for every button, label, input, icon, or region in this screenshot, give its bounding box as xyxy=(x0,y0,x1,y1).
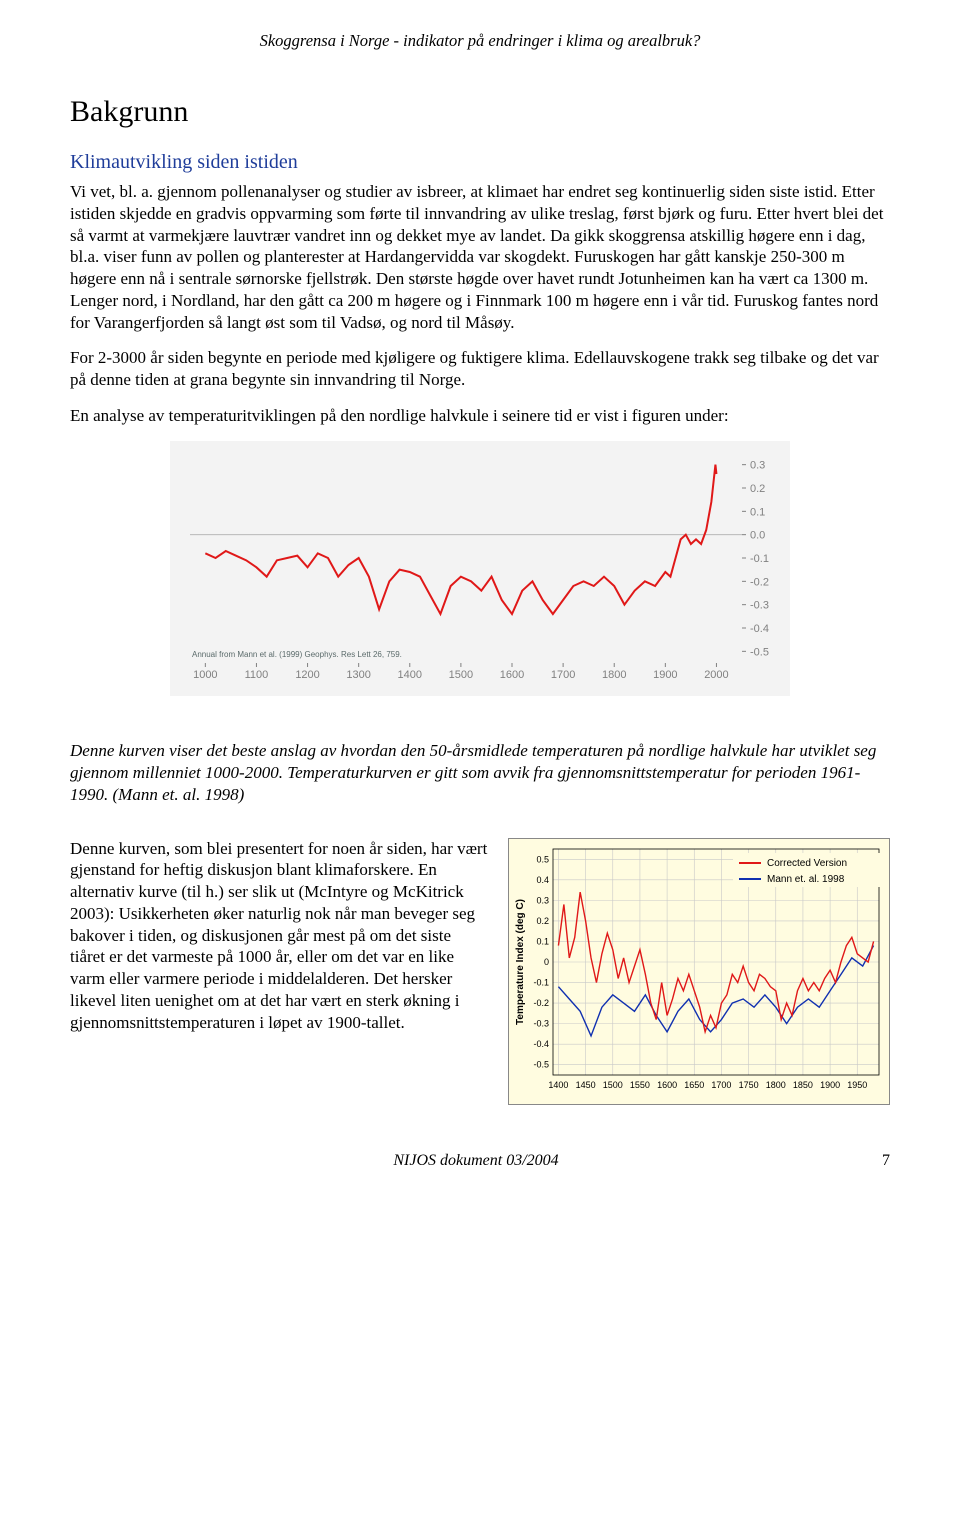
svg-text:1700: 1700 xyxy=(551,669,575,681)
page-footer: NIJOS dokument 03/2004 7 xyxy=(70,1151,890,1171)
footer-doc: NIJOS dokument 03/2004 xyxy=(393,1152,558,1169)
svg-text:1750: 1750 xyxy=(739,1080,759,1090)
svg-text:-0.4: -0.4 xyxy=(533,1039,549,1049)
svg-text:1000: 1000 xyxy=(193,669,217,681)
svg-text:0.2: 0.2 xyxy=(750,483,765,495)
paragraph-4: Denne kurven, som blei presentert for no… xyxy=(70,838,490,1034)
page-subtitle: Klimautvikling siden istiden xyxy=(70,150,890,176)
svg-text:1800: 1800 xyxy=(766,1080,786,1090)
svg-text:-0.1: -0.1 xyxy=(533,977,549,987)
svg-text:-0.2: -0.2 xyxy=(750,576,769,588)
svg-text:1700: 1700 xyxy=(711,1080,731,1090)
svg-text:1800: 1800 xyxy=(602,669,626,681)
svg-text:0.5: 0.5 xyxy=(536,854,549,864)
paragraph-2: For 2-3000 år siden begynte en periode m… xyxy=(70,347,890,391)
svg-text:-0.2: -0.2 xyxy=(533,998,549,1008)
svg-text:1500: 1500 xyxy=(603,1080,623,1090)
svg-text:0.3: 0.3 xyxy=(536,895,549,905)
svg-text:-0.3: -0.3 xyxy=(533,1018,549,1028)
svg-text:1950: 1950 xyxy=(847,1080,867,1090)
temperature-chart-1: 1000 1100 1200 1300 1400 1500 1600 1700 1800 1900… xyxy=(170,441,790,697)
svg-text:0.2: 0.2 xyxy=(536,916,549,926)
chart-caption: Denne kurven viser det beste anslag av h… xyxy=(70,740,890,805)
svg-text:1600: 1600 xyxy=(500,669,524,681)
svg-text:Mann et. al. 1998: Mann et. al. 1998 xyxy=(767,874,845,885)
svg-text:0: 0 xyxy=(544,957,549,967)
svg-text:1850: 1850 xyxy=(793,1080,813,1090)
svg-text:0.0: 0.0 xyxy=(750,529,765,541)
paragraph-3: En analyse av temperaturitviklingen på d… xyxy=(70,405,890,427)
svg-text:1100: 1100 xyxy=(245,669,269,681)
svg-text:1300: 1300 xyxy=(346,669,370,681)
svg-text:2000: 2000 xyxy=(704,669,728,681)
svg-text:1450: 1450 xyxy=(576,1080,596,1090)
svg-text:-0.5: -0.5 xyxy=(750,646,769,658)
svg-text:1400: 1400 xyxy=(548,1080,568,1090)
paragraph-1: Vi vet, bl. a. gjennom pollenanalyser og… xyxy=(70,181,890,333)
svg-text:1900: 1900 xyxy=(653,669,677,681)
svg-text:1200: 1200 xyxy=(295,669,319,681)
svg-text:-0.4: -0.4 xyxy=(750,623,769,635)
svg-text:-0.5: -0.5 xyxy=(533,1059,549,1069)
svg-text:-0.3: -0.3 xyxy=(750,599,769,611)
svg-text:0.1: 0.1 xyxy=(750,506,765,518)
svg-text:-0.1: -0.1 xyxy=(750,553,769,565)
svg-text:1650: 1650 xyxy=(684,1080,704,1090)
svg-text:Temperature Index (deg C): Temperature Index (deg C) xyxy=(515,899,526,1025)
svg-text:1400: 1400 xyxy=(398,669,422,681)
svg-text:1900: 1900 xyxy=(820,1080,840,1090)
temperature-chart-2: 1400 1450 1500 1550 1600 1650 1700 1750 1800 1850… xyxy=(508,838,890,1106)
svg-text:0.1: 0.1 xyxy=(536,936,549,946)
svg-text:1500: 1500 xyxy=(449,669,473,681)
svg-text:1600: 1600 xyxy=(657,1080,677,1090)
footer-page-number: 7 xyxy=(882,1151,890,1171)
running-header: Skoggrensa i Norge - indikator på endrin… xyxy=(70,30,890,51)
svg-text:Annual from Mann et al. (1999): Annual from Mann et al. (1999) Geophys. … xyxy=(192,650,402,659)
svg-text:0.4: 0.4 xyxy=(536,874,549,884)
svg-text:0.3: 0.3 xyxy=(750,459,765,471)
svg-text:Corrected Version: Corrected Version xyxy=(767,858,847,869)
svg-text:1550: 1550 xyxy=(630,1080,650,1090)
page-title: Bakgrunn xyxy=(70,93,890,131)
